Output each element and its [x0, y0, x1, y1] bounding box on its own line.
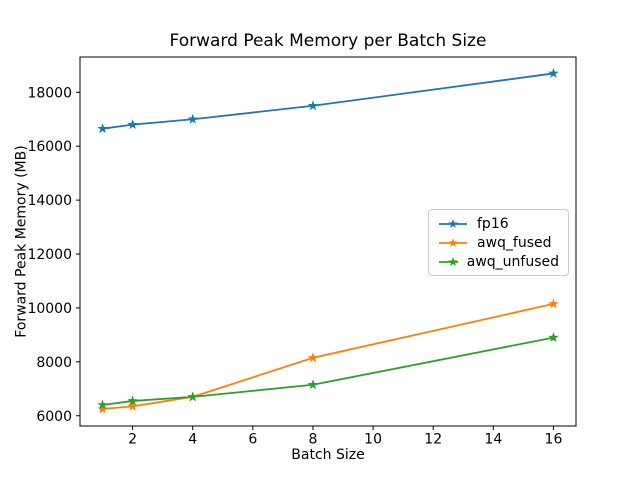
x-tick-label: 14: [484, 432, 502, 448]
data-point-awq_fused-batch-16: [548, 298, 559, 309]
legend-label: awq_fused: [477, 234, 552, 251]
legend-label: awq_unfused: [466, 253, 559, 270]
legend-entry-awq-fused: awq_fused: [438, 233, 559, 252]
data-point-fp16-batch-2: [127, 119, 138, 130]
series-line-fp16: [102, 72, 554, 130]
line-star-icon: [439, 256, 458, 266]
x-tick-label: 8: [309, 432, 318, 448]
plot-border: [79, 56, 577, 427]
y-tick-label: 8000: [36, 355, 72, 371]
data-point-awq_fused-batch-1: [97, 403, 108, 414]
x-tick-label: 4: [188, 432, 197, 448]
data-point-awq_unfused-batch-4: [187, 391, 198, 402]
series-line-awq_unfused: [102, 336, 554, 406]
data-point-awq_unfused-batch-1: [97, 399, 108, 410]
line-star-icon: [439, 218, 467, 228]
y-tick-label: 18000: [27, 85, 72, 101]
x-tick-label: 12: [424, 432, 442, 448]
y-tick-label: 14000: [27, 193, 72, 209]
legend-label: fp16: [477, 215, 509, 232]
y-tick-label: 16000: [27, 139, 72, 155]
line-star-icon: [439, 237, 467, 247]
legend-entry-awq-unfused: awq_unfused: [438, 252, 559, 271]
data-point-awq_fused-batch-2: [127, 400, 138, 411]
y-tick-label: 12000: [27, 247, 72, 263]
x-tick-label: 6: [248, 432, 257, 448]
data-point-fp16-batch-16: [548, 67, 559, 78]
legend: fp16 awq_fused awq_unfused: [428, 209, 569, 276]
data-point-fp16-batch-8: [307, 100, 319, 111]
chart-title: Forward Peak Memory per Batch Size: [169, 31, 487, 51]
x-tick-label: 2: [128, 432, 137, 448]
x-tick-label: 10: [364, 432, 382, 448]
y-tick-label: 6000: [36, 409, 72, 425]
x-axis-label: Batch Size: [291, 447, 365, 463]
data-point-awq_unfused-batch-8: [307, 379, 319, 390]
y-axis-label: Forward Peak Memory (MB): [13, 145, 30, 338]
series-line-awq_fused: [102, 303, 554, 410]
data-point-awq_fused-batch-8: [307, 352, 319, 363]
data-point-awq_unfused-batch-16: [548, 332, 559, 343]
data-point-fp16-batch-4: [187, 113, 198, 124]
data-point-awq_unfused-batch-2: [127, 395, 138, 406]
legend-entry-fp16: fp16: [438, 214, 559, 233]
x-tick-label: 16: [545, 432, 563, 448]
data-point-fp16-batch-1: [97, 123, 108, 134]
y-tick-label: 10000: [27, 301, 72, 317]
